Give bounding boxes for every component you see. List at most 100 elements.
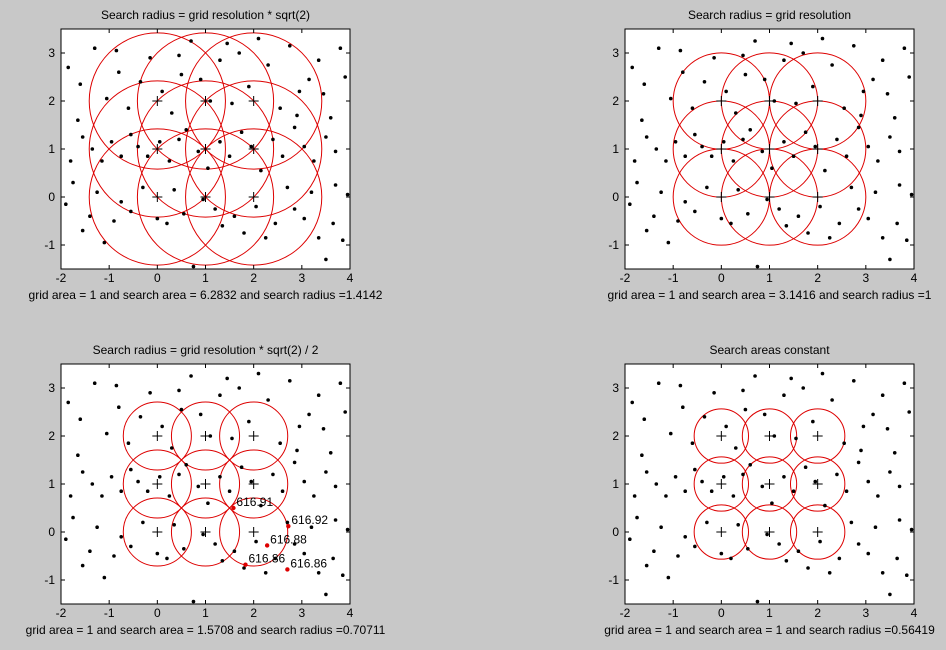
data-point	[256, 36, 261, 41]
subplot-2: -2 -1 0 1 2 3 4 -1 0 1 2 3 Search radius = grid reso…	[608, 8, 932, 302]
data-point	[328, 451, 333, 455]
data-point	[765, 532, 769, 537]
data-point	[628, 202, 632, 206]
data-point	[208, 99, 213, 103]
grid-node-marker	[200, 192, 211, 202]
data-point	[287, 44, 292, 48]
data-point	[80, 563, 85, 568]
y-tick-label: 1	[612, 477, 619, 491]
data-point	[693, 467, 697, 472]
data-point	[837, 221, 842, 226]
grid-node-marker	[200, 527, 211, 537]
data-point	[721, 140, 726, 144]
data-point	[892, 116, 897, 120]
data-point	[263, 236, 268, 240]
grid-node-marker	[248, 96, 259, 106]
data-point	[656, 46, 661, 50]
data-point	[227, 154, 232, 158]
y-tick-label: -1	[608, 238, 619, 252]
data-point	[177, 53, 181, 58]
data-point	[218, 58, 222, 62]
data-point	[683, 535, 688, 539]
data-point	[225, 41, 229, 46]
annotation-label: 616.92	[291, 513, 328, 527]
data-point	[632, 159, 637, 163]
search-circle	[219, 449, 289, 519]
data-point	[316, 58, 321, 62]
data-point	[295, 448, 299, 453]
data-point	[888, 470, 892, 474]
y-tick-label: 1	[48, 477, 55, 491]
grid-node-marker	[248, 144, 259, 154]
data-point	[888, 257, 892, 262]
data-point	[856, 207, 861, 211]
data-point	[102, 240, 107, 245]
data-point	[702, 415, 707, 419]
x-tick-label: 1	[766, 271, 773, 285]
data-point	[656, 381, 661, 386]
data-point	[892, 451, 897, 455]
data-point	[897, 183, 902, 187]
data-point	[179, 72, 184, 77]
data-point	[80, 135, 85, 139]
data-point	[191, 264, 196, 269]
data-point	[90, 482, 95, 486]
data-point	[642, 417, 647, 422]
grid-node-marker	[152, 192, 163, 202]
data-point	[880, 236, 885, 240]
data-point	[177, 472, 181, 477]
data-point	[791, 489, 796, 494]
data-point	[736, 188, 740, 192]
annotated-point	[231, 505, 236, 511]
data-point	[818, 204, 822, 209]
search-circle	[693, 504, 750, 560]
chart-title: Search areas constant	[709, 343, 830, 357]
x-tick-label: -2	[620, 271, 631, 285]
x-tick-label: -1	[104, 271, 115, 285]
data-point	[830, 398, 834, 402]
data-point	[247, 419, 251, 424]
data-point	[237, 386, 242, 390]
data-point	[331, 556, 335, 561]
data-point	[823, 168, 827, 173]
x-axis-label: grid area = 1 and search area = 1 and se…	[604, 623, 935, 637]
data-point	[155, 551, 160, 556]
data-point	[280, 154, 285, 158]
data-point	[770, 501, 774, 506]
data-point	[823, 503, 827, 508]
data-point	[189, 374, 193, 378]
grid-node-marker	[812, 96, 823, 106]
data-point	[676, 554, 680, 558]
data-point	[157, 140, 162, 144]
plot-area	[628, 371, 914, 604]
data-point	[630, 65, 635, 70]
data-point	[762, 412, 767, 417]
data-point	[316, 393, 321, 398]
x-tick-label: 0	[154, 606, 161, 620]
data-point	[104, 431, 109, 436]
data-point	[343, 410, 347, 414]
data-point	[777, 542, 781, 546]
data-point	[803, 465, 808, 470]
data-point	[811, 419, 815, 424]
data-point	[705, 185, 709, 190]
data-point	[88, 214, 92, 218]
data-point	[321, 92, 326, 96]
data-point	[644, 470, 649, 474]
x-tick-label: 0	[154, 271, 161, 285]
data-point	[71, 180, 75, 185]
data-point	[664, 159, 668, 163]
data-point	[102, 575, 107, 580]
data-point	[68, 159, 73, 163]
data-point	[206, 166, 210, 170]
grid-node-marker	[764, 479, 775, 489]
search-circle	[170, 401, 241, 471]
x-tick-label: 4	[347, 606, 354, 620]
x-tick-label: 1	[766, 606, 773, 620]
data-point	[630, 400, 635, 405]
data-point	[700, 479, 704, 484]
data-point	[755, 599, 760, 604]
data-point	[292, 542, 297, 546]
data-point	[760, 484, 765, 489]
y-tick-label: 0	[48, 190, 55, 204]
